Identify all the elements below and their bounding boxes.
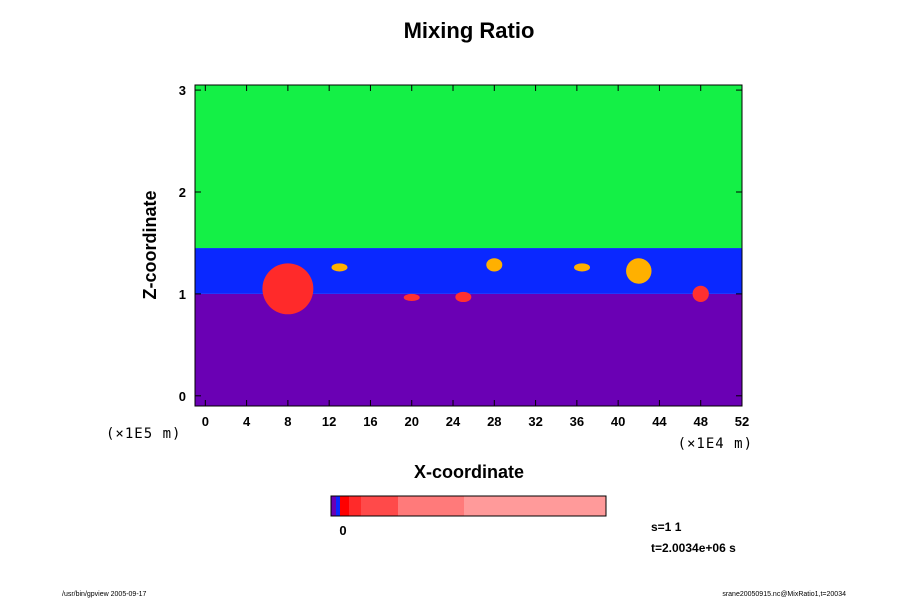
x-tick-label: 52 [735,414,749,429]
colorbar-segment-3 [340,496,349,516]
colorbar-frame [330,495,607,517]
x-tick-label: 20 [405,414,419,429]
plume-3 [403,293,420,302]
y-tick-label: 3 [179,83,186,98]
x-tick-label: 32 [528,414,542,429]
colorbar-segment-5 [361,496,398,516]
y-axis-title: Z-coordinate [140,190,160,299]
x-axis-title: X-coordinate [414,462,524,482]
x-tick-label: 24 [446,414,461,429]
x-tick-label: 40 [611,414,625,429]
colorbar-segment-1 [331,496,336,516]
plume-4 [455,291,472,303]
field-layers [195,85,742,406]
footer-right: srane20050915.nc@MixRatio1,t=20034 [722,591,846,598]
colorbar-segment-4 [349,496,361,516]
colorbar-tick-label: 0 [339,523,346,538]
chart-title: Mixing Ratio [404,18,535,43]
y-tick-label: 2 [179,185,186,200]
y-axis-ticks: 0 1 2 3 [179,83,742,404]
plume-7 [626,258,652,284]
footer-left: /usr/bin/gpview 2005-09-17 [62,591,147,598]
plume-2 [331,263,348,272]
s-label: s=1 1 [651,520,682,534]
t-label: t=2.0034e+06 s [651,541,736,555]
plume-6 [574,263,591,272]
x-tick-label: 44 [652,414,667,429]
x-tick-label: 8 [284,414,291,429]
x-tick-label: 28 [487,414,501,429]
plume-5 [486,258,503,272]
plume-8 [692,285,709,303]
y-tick-label: 0 [179,389,186,404]
colorbar-segment-2 [336,496,340,516]
field-layer-upper [195,85,742,249]
y-tick-label: 1 [179,287,186,302]
colorbar-segment-7 [464,496,606,516]
x-tick-label: 4 [243,414,251,429]
plume-1 [262,263,314,315]
x-axis-unit: (×1E4 m) [678,436,753,452]
x-tick-label: 16 [363,414,377,429]
colorbar-segment-6 [398,496,464,516]
plot-area [195,85,742,406]
x-tick-label: 12 [322,414,336,429]
plot-frame [194,84,743,407]
x-tick-label: 36 [570,414,584,429]
field-plumes [262,258,709,315]
colorbar [331,496,606,516]
x-tick-label: 48 [693,414,707,429]
x-tick-label: 0 [202,414,209,429]
x-axis-ticks: 0 4 8 12 16 20 24 28 32 36 40 44 48 52 [202,85,749,429]
y-axis-unit: (×1E5 m) [106,426,181,442]
